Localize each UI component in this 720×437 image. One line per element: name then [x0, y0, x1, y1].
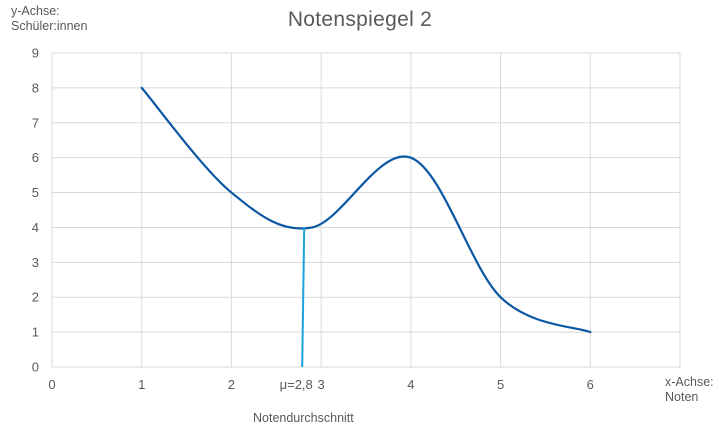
mean-label: μ=2,8	[280, 377, 313, 392]
x-axis-title: x-Achse: Noten	[665, 375, 714, 405]
y-tick-label: 8	[32, 80, 39, 95]
y-tick-label: 4	[32, 220, 39, 235]
mean-layer: μ=2,8	[280, 227, 313, 392]
y-axis-title: y-Achse: Schüler:innen	[11, 4, 87, 34]
x-axis-title-line-2: Noten	[665, 390, 699, 404]
grid	[51, 52, 681, 368]
y-axis-title-line-1: y-Achse:	[11, 4, 60, 18]
y-tick-label: 0	[32, 360, 39, 375]
chart-title: Notenspiegel 2	[287, 8, 433, 31]
x-tick-label: 2	[228, 377, 235, 392]
series-layer	[140, 86, 592, 334]
tick-labels: 0 1 2 3 4 5 6 7 8 9 0 1 2 3 4 5 6	[32, 46, 594, 393]
x-axis-title-line-1: x-Achse:	[665, 375, 714, 389]
mean-annotation: Notendurchschnitt	[253, 411, 354, 425]
mean-line	[301, 227, 306, 368]
y-tick-label: 5	[32, 185, 39, 200]
y-tick-label: 9	[32, 46, 39, 61]
x-tick-label: 0	[48, 377, 55, 392]
y-tick-label: 1	[32, 325, 39, 340]
x-tick-label: 5	[497, 377, 504, 392]
y-tick-label: 2	[32, 290, 39, 305]
y-tick-label: 3	[32, 255, 39, 270]
y-axis-title-line-2: Schüler:innen	[11, 19, 88, 33]
y-tick-label: 7	[32, 115, 39, 130]
x-tick-label: 1	[138, 377, 145, 392]
y-tick-label: 6	[32, 150, 39, 165]
x-tick-label: 6	[587, 377, 594, 392]
x-tick-label: 3	[318, 377, 325, 392]
series-line	[140, 86, 592, 334]
x-tick-label: 4	[407, 377, 414, 392]
